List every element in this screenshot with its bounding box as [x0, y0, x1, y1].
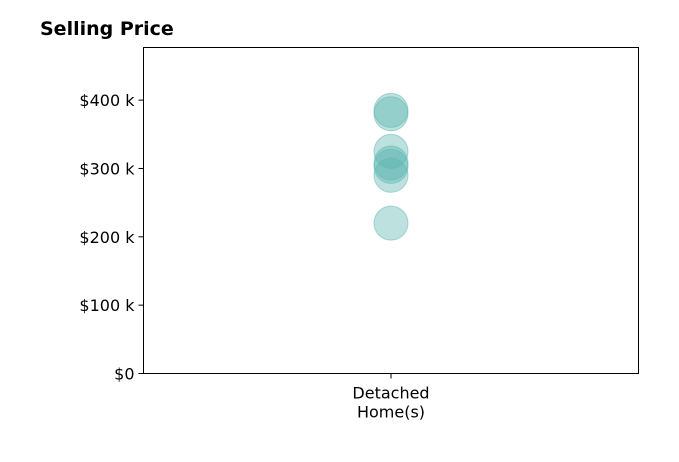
x-tick-label: Home(s)	[357, 403, 425, 422]
y-tick-label: $400 k	[79, 91, 135, 110]
y-axis: $0 $100 k $200 k $300 k $400 k	[79, 91, 144, 384]
data-point	[373, 157, 409, 193]
x-tick-label: Detached	[352, 384, 429, 403]
data-point	[373, 205, 409, 241]
y-tick-label: $100 k	[79, 296, 135, 315]
data-points	[373, 92, 409, 241]
data-point	[373, 92, 409, 128]
data-point	[373, 145, 409, 181]
y-tick-label: $0	[114, 365, 134, 384]
data-point	[373, 133, 409, 169]
chart-title: Selling Price	[40, 18, 174, 40]
y-tick-label: $300 k	[79, 159, 135, 178]
y-tick-label: $200 k	[79, 228, 135, 247]
